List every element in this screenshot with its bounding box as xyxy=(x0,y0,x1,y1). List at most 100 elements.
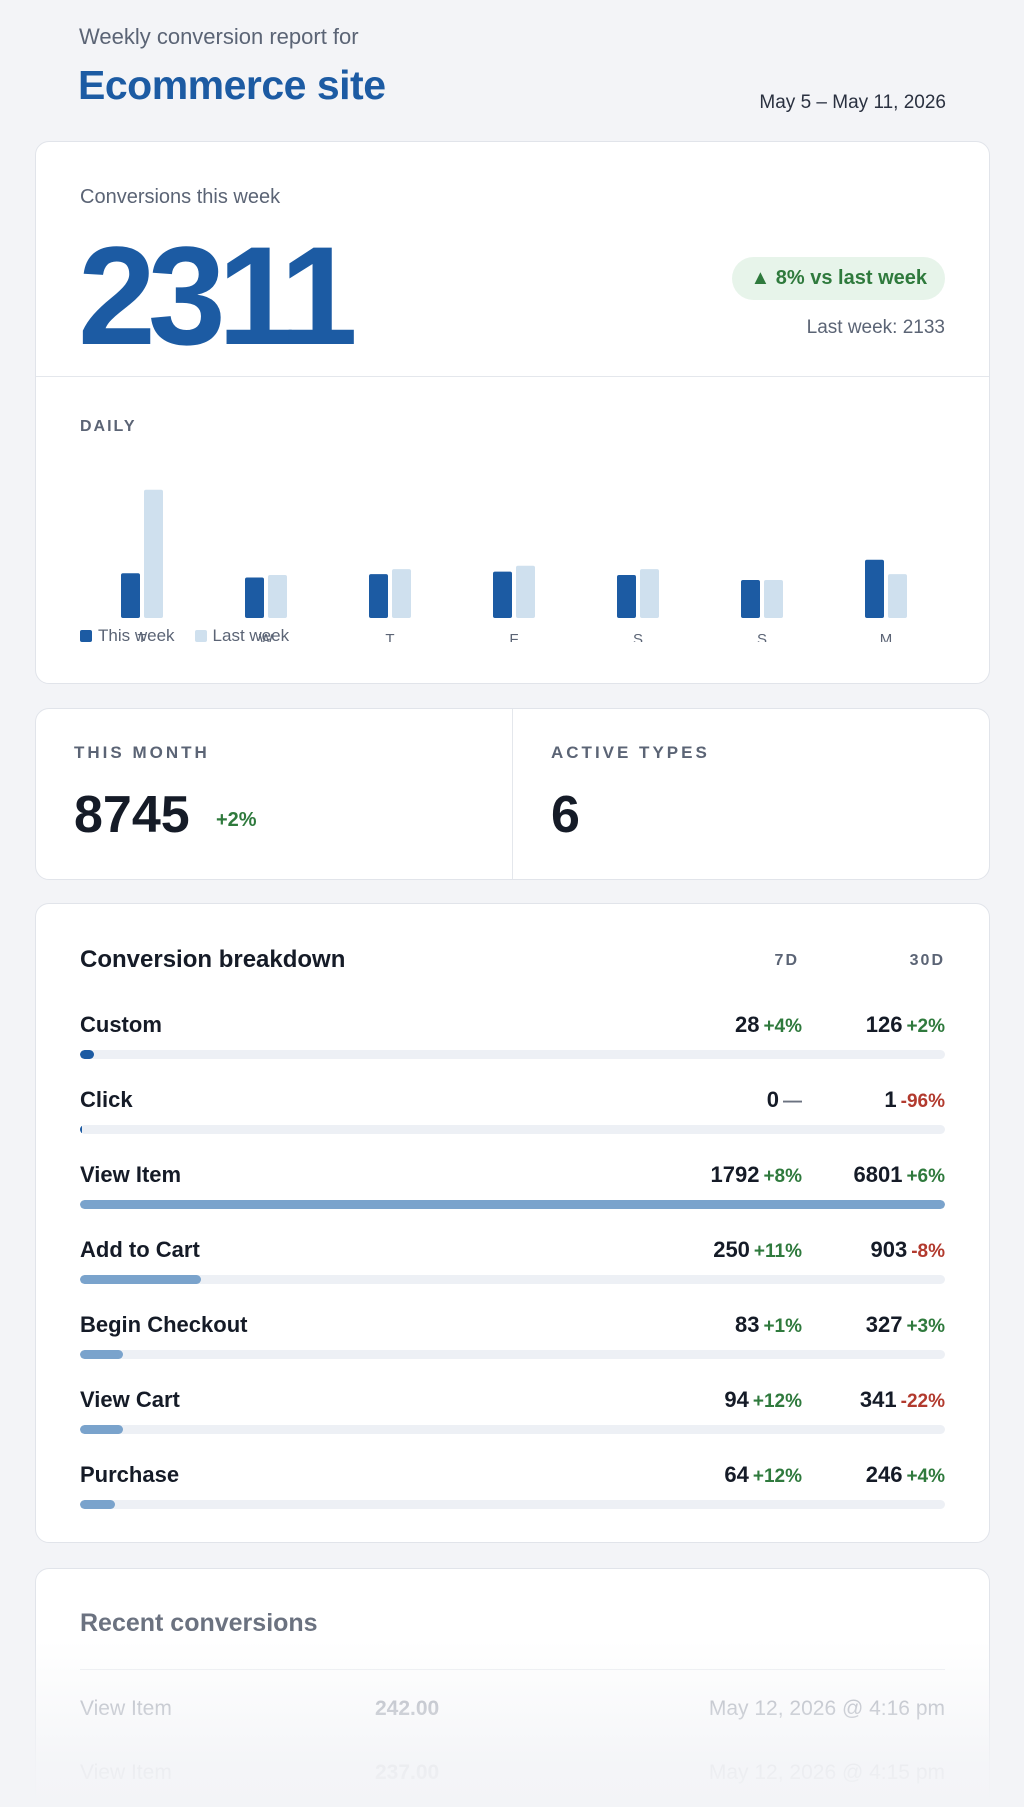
bar-this-week-6 xyxy=(865,559,884,618)
breakdown-track xyxy=(80,1425,945,1434)
breakdown-track xyxy=(80,1050,945,1059)
breakdown-name: Purchase xyxy=(80,1462,180,1487)
breakdown-fill xyxy=(80,1500,115,1509)
breakdown-30d-value: 341 xyxy=(859,1387,897,1412)
recent-amount: 242.00 xyxy=(375,1697,440,1720)
breakdown-30d: 126 +2% xyxy=(866,1012,945,1038)
legend-last-week: Last week xyxy=(194,626,289,646)
recent-amount: 237.00 xyxy=(375,1761,440,1784)
breakdown-7d-change: +8% xyxy=(763,1166,802,1187)
x-tick-label: T xyxy=(137,631,146,642)
breakdown-7d-change: +4% xyxy=(763,1016,802,1037)
recent-title: Recent conversions xyxy=(80,1609,318,1637)
breakdown-30d-value: 126 xyxy=(865,1012,903,1037)
daily-label: DAILY xyxy=(80,418,137,435)
breakdown-7d: 250 +11% xyxy=(713,1237,802,1263)
breakdown-7d-change: — xyxy=(783,1091,802,1112)
breakdown-30d-change: +6% xyxy=(906,1166,945,1187)
legend-this-week-swatch xyxy=(80,630,92,642)
breakdown-7d: 94 +12% xyxy=(724,1387,802,1413)
breakdown-name: View Item xyxy=(80,1162,182,1187)
breakdown-fill xyxy=(80,1350,124,1359)
breakdown-30d-change: -96% xyxy=(900,1091,945,1112)
x-tick-label: W xyxy=(259,631,274,642)
breakdown-30d-value: 246 xyxy=(865,1462,903,1487)
conversion-breakdown-card: Conversion breakdown 7D 30D Custom 28 +4% 1… xyxy=(35,903,990,1543)
chart-legend: This week Last week xyxy=(80,626,289,646)
bar-last-week-3 xyxy=(516,565,535,618)
bar-this-week-0 xyxy=(121,573,140,618)
active-types-value: 6 xyxy=(551,786,580,844)
breakdown-row: View Cart 94 +12% 341 -22% xyxy=(80,1381,945,1451)
bar-last-week-6 xyxy=(888,574,907,618)
report-header: Weekly conversion report for Ecommerce s… xyxy=(0,0,1024,140)
breakdown-row: Begin Checkout 83 +1% 327 +3% xyxy=(80,1306,945,1376)
breakdown-30d: 1 -96% xyxy=(884,1087,945,1113)
breakdown-name: Add to Cart xyxy=(80,1237,200,1262)
breakdown-30d-value: 327 xyxy=(865,1312,903,1337)
last-week-total: Last week: 2133 xyxy=(806,317,945,338)
breakdown-30d-change: +3% xyxy=(906,1316,945,1337)
breakdown-track xyxy=(80,1350,945,1359)
recent-time: May 12, 2026 @ 4:15 pm xyxy=(708,1761,945,1784)
breakdown-7d: 64 +12% xyxy=(724,1462,802,1488)
breakdown-fill xyxy=(80,1050,94,1059)
breakdown-7d-change: +1% xyxy=(763,1316,802,1337)
breakdown-row: Purchase 64 +12% 246 +4% xyxy=(80,1456,945,1526)
breakdown-30d: 341 -22% xyxy=(860,1387,945,1413)
breakdown-track xyxy=(80,1200,945,1209)
breakdown-track xyxy=(80,1275,945,1284)
recent-divider xyxy=(80,1669,945,1670)
this-month-label: THIS MONTH xyxy=(74,743,210,762)
breakdown-7d: 0— xyxy=(767,1087,802,1113)
breakdown-name: View Cart xyxy=(80,1387,180,1412)
stats-card: THIS MONTH 8745 +2% ACTIVE TYPES 6 xyxy=(35,708,990,880)
breakdown-fill xyxy=(80,1425,124,1434)
breakdown-name: Custom xyxy=(80,1012,162,1037)
legend-this-week-label: This week xyxy=(98,626,175,645)
breakdown-30d-change: -8% xyxy=(911,1241,945,1262)
breakdown-30d-value: 1 xyxy=(884,1087,897,1112)
bar-this-week-1 xyxy=(245,577,264,618)
breakdown-30d-value: 6801 xyxy=(853,1162,903,1187)
legend-this-week: This week xyxy=(80,626,175,646)
hero-value: 2311 xyxy=(78,217,358,374)
recent-type: View Item xyxy=(80,1697,172,1720)
report-subtitle: Weekly conversion report for xyxy=(79,24,359,49)
recent-time: May 12, 2026 @ 4:16 pm xyxy=(708,1697,945,1720)
breakdown-row: Click 0— 1 -96% xyxy=(80,1081,945,1151)
x-tick-label: M xyxy=(880,631,893,642)
bar-this-week-4 xyxy=(617,574,636,618)
x-tick-label: S xyxy=(757,631,767,642)
breakdown-7d-change: +11% xyxy=(753,1241,802,1262)
this-month-value: 8745 xyxy=(74,786,190,844)
breakdown-7d-value: 0 xyxy=(766,1087,779,1112)
breakdown-30d-change: -22% xyxy=(900,1391,945,1412)
breakdown-name: Begin Checkout xyxy=(80,1312,248,1337)
breakdown-7d: 83 +1% xyxy=(735,1312,802,1338)
breakdown-7d-value: 28 xyxy=(734,1012,760,1037)
breakdown-7d: 28 +4% xyxy=(735,1012,802,1038)
breakdown-7d-value: 94 xyxy=(724,1387,749,1412)
breakdown-fill xyxy=(80,1125,82,1134)
breakdown-name: Click xyxy=(80,1087,133,1112)
recent-type: View Item xyxy=(80,1761,172,1784)
breakdown-row: Custom 28 +4% 126 +2% xyxy=(80,1006,945,1076)
bar-last-week-5 xyxy=(764,580,783,618)
breakdown-30d-change: +2% xyxy=(906,1016,945,1037)
breakdown-row: Add to Cart 250 +11% 903 -8% xyxy=(80,1231,945,1301)
this-month-stat: THIS MONTH 8745 +2% xyxy=(36,709,512,879)
change-badge: ▲ 8% vs last week xyxy=(732,257,945,300)
breakdown-30d: 327 +3% xyxy=(866,1312,945,1338)
breakdown-title: Conversion breakdown xyxy=(80,946,346,973)
active-types-label: ACTIVE TYPES xyxy=(551,743,710,762)
bar-this-week-2 xyxy=(369,574,388,618)
this-month-change: +2% xyxy=(216,809,257,831)
weekly-conversions-card: Conversions this week 2311 ▲ 8% vs last … xyxy=(35,141,990,684)
bar-this-week-3 xyxy=(493,571,512,618)
breakdown-7d-value: 250 xyxy=(713,1237,750,1262)
breakdown-fill xyxy=(80,1275,202,1284)
date-range: May 5 – May 11, 2026 xyxy=(759,92,946,113)
col-header-30d: 30D xyxy=(909,952,945,969)
